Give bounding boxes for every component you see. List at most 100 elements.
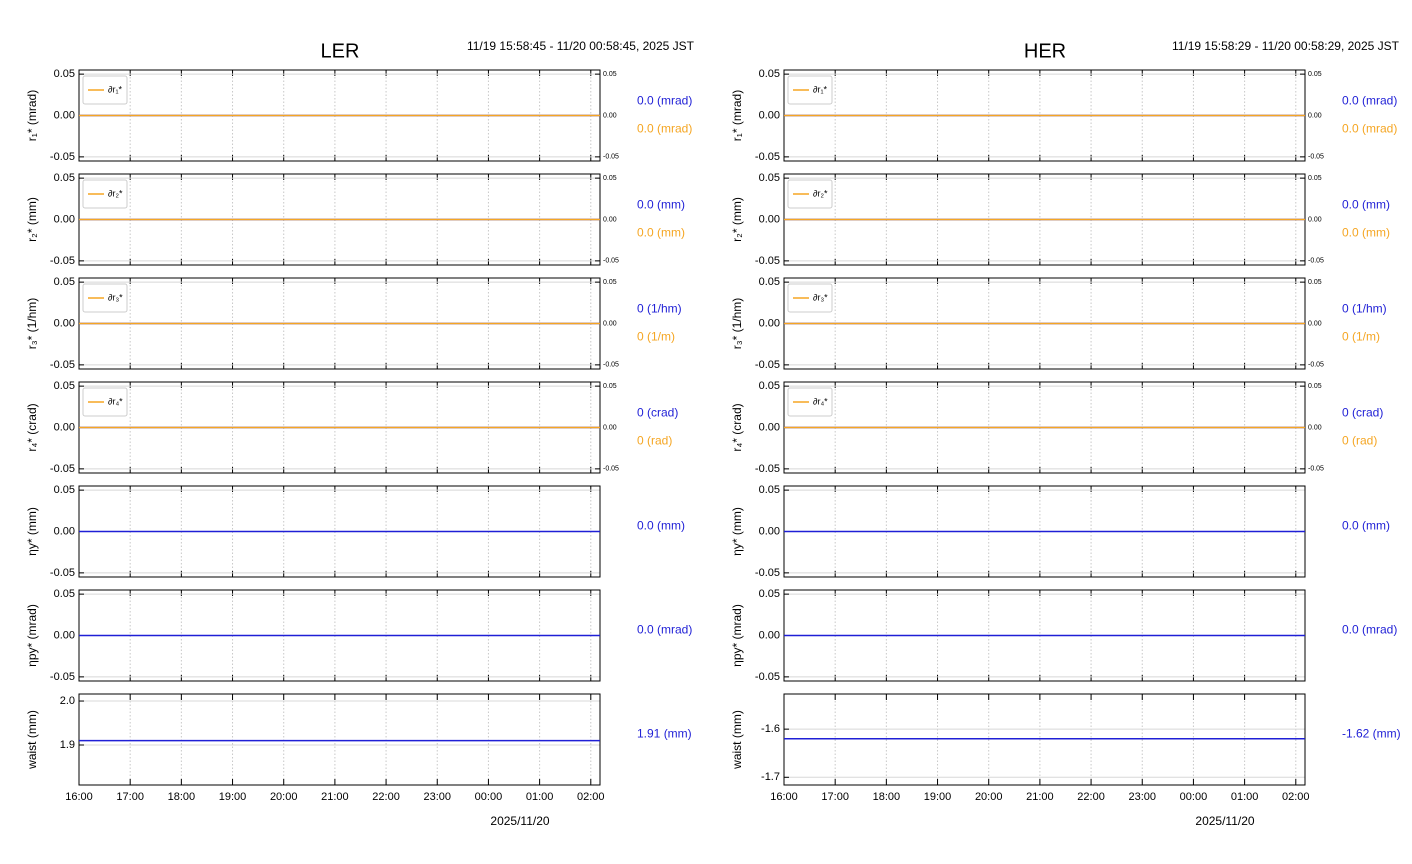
legend-label: ∂r₁* <box>813 84 827 94</box>
y-tick-label: -1.6 <box>761 723 780 735</box>
x-tick-label: 16:00 <box>770 791 798 803</box>
panel: -0.05 0.00 0.05 -0.05 0.00 0.05 r₁* (mrad) 0.0 … <box>25 68 692 163</box>
y-axis-label: r₄* (crad) <box>730 403 744 451</box>
y2-tick-label: 0.05 <box>1308 383 1322 390</box>
y-tick-label: 0.00 <box>759 629 780 641</box>
y2-tick-label: 0.00 <box>1308 320 1322 327</box>
y-tick-label: -0.05 <box>755 359 780 371</box>
x-tick-label: 20:00 <box>270 791 298 803</box>
x-tick-label: 17:00 <box>116 791 144 803</box>
time-range: 11/19 15:58:45 - 11/20 00:58:45, 2025 JS… <box>467 39 695 53</box>
current-value: 0.0 (mrad) <box>1342 623 1397 637</box>
panel: -0.05 0.00 0.05 -0.05 0.00 0.05 r₃* (1/hm) 0 (1… <box>25 276 682 371</box>
y2-tick-label: -0.05 <box>1308 466 1324 473</box>
y-tick-label: -0.05 <box>755 463 780 475</box>
x-axis-label: 2025/11/20 <box>1195 814 1254 828</box>
y-tick-label: -0.05 <box>50 567 75 579</box>
current-value: 0.0 (mm) <box>637 519 685 533</box>
y-tick-label: -0.05 <box>50 671 75 683</box>
y-tick-label: 0.00 <box>54 213 75 225</box>
chart-title: LER <box>321 40 360 62</box>
y-axis-label: r₂* (mm) <box>730 197 744 242</box>
y-tick-label: 0.00 <box>759 525 780 537</box>
panel: 16:00 17:00 18:00 19:00 20:00 21:00 22:00 23:00… <box>730 693 1401 828</box>
legend-label: ∂r₄* <box>813 396 828 406</box>
panel: -0.05 0.00 0.05 -0.05 0.00 0.05 r₁* (mrad) 0.0 … <box>730 68 1397 163</box>
y-tick-label: 0.00 <box>759 421 780 433</box>
x-tick-label: 22:00 <box>372 791 400 803</box>
x-tick-label: 23:00 <box>423 791 451 803</box>
legend: ∂r₄* <box>787 387 833 417</box>
legend-box <box>82 283 128 313</box>
y2-tick-label: 0.05 <box>603 279 617 286</box>
current-value: 0 (1/hm) <box>1342 302 1387 316</box>
panel: -0.05 0.00 0.05 -0.05 0.00 0.05 r₃* (1/hm) 0 (1… <box>730 276 1387 371</box>
y-tick-label: 0.05 <box>54 588 75 600</box>
x-tick-label: 00:00 <box>1180 791 1208 803</box>
y-tick-label: 0.05 <box>54 380 75 392</box>
y2-tick-label: -0.05 <box>603 466 619 473</box>
y-tick-label: -1.7 <box>761 771 780 783</box>
y-tick-label: 0.05 <box>759 68 780 80</box>
current-value: 0.0 (mm) <box>637 198 685 212</box>
legend-box <box>787 179 833 209</box>
panel: -0.05 0.00 0.05 -0.05 0.00 0.05 r₄* (crad) 0 (c… <box>25 380 678 475</box>
current-value: 0.0 (mrad) <box>1342 122 1397 136</box>
x-tick-label: 22:00 <box>1077 791 1105 803</box>
y-tick-label: -0.05 <box>755 151 780 163</box>
legend: ∂r₁* <box>787 75 833 105</box>
y-tick-label: -0.05 <box>50 359 75 371</box>
legend-label: ∂r₄* <box>108 396 123 406</box>
x-tick-label: 20:00 <box>975 791 1003 803</box>
x-tick-label: 02:00 <box>577 791 605 803</box>
legend: ∂r₃* <box>82 283 128 313</box>
y-axis-label: r₁* (mrad) <box>25 90 39 141</box>
legend-label: ∂r₂* <box>108 188 123 198</box>
legend-box <box>82 75 128 105</box>
y2-tick-label: 0.00 <box>603 424 617 431</box>
panel: -0.05 0.00 0.05 ηy* (mm) 0.0 (mm) <box>730 484 1390 579</box>
current-value: 0 (1/hm) <box>637 302 682 316</box>
y-tick-label: 0.05 <box>759 484 780 496</box>
y-axis-label: r₄* (crad) <box>25 403 39 451</box>
x-tick-label: 18:00 <box>873 791 901 803</box>
y2-tick-label: -0.05 <box>1308 258 1324 265</box>
y-tick-label: -0.05 <box>755 671 780 683</box>
panel: -0.05 0.00 0.05 -0.05 0.00 0.05 r₂* (mm) 0.0 (m… <box>25 172 685 267</box>
y2-tick-label: 0.00 <box>1308 112 1322 119</box>
y-axis-label: r₁* (mrad) <box>730 90 744 141</box>
time-range: 11/19 15:58:29 - 11/20 00:58:29, 2025 JS… <box>1172 39 1400 53</box>
y2-tick-label: -0.05 <box>603 154 619 161</box>
y2-tick-label: 0.00 <box>603 320 617 327</box>
y2-tick-label: 0.00 <box>603 112 617 119</box>
x-tick-label: 18:00 <box>168 791 196 803</box>
current-value: 0.0 (mm) <box>637 226 685 240</box>
y-tick-label: 0.05 <box>54 484 75 496</box>
y-tick-label: -0.05 <box>50 151 75 163</box>
y-tick-label: -0.05 <box>50 463 75 475</box>
y-tick-label: 0.05 <box>759 380 780 392</box>
y-tick-label: 0.00 <box>759 317 780 329</box>
y2-tick-label: -0.05 <box>1308 154 1324 161</box>
y-tick-label: 0.05 <box>759 172 780 184</box>
y2-tick-label: 0.05 <box>603 175 617 182</box>
x-tick-label: 21:00 <box>321 791 349 803</box>
panel: -0.05 0.00 0.05 -0.05 0.00 0.05 r₂* (mm) 0.0 (m… <box>730 172 1390 267</box>
current-value: 0.0 (mrad) <box>1342 94 1397 108</box>
legend-box <box>82 179 128 209</box>
y-tick-label: 1.9 <box>60 739 75 751</box>
current-value: 0.0 (mrad) <box>637 94 692 108</box>
current-value: 0 (rad) <box>1342 434 1377 448</box>
y-axis-label: r₃* (1/hm) <box>730 298 744 350</box>
y-axis-label: ηpy* (mrad) <box>25 604 39 667</box>
legend: ∂r₂* <box>787 179 833 209</box>
current-value: 0.0 (mrad) <box>637 122 692 136</box>
legend: ∂r₁* <box>82 75 128 105</box>
y-axis-label: r₃* (1/hm) <box>25 298 39 350</box>
legend-label: ∂r₂* <box>813 188 828 198</box>
x-tick-label: 19:00 <box>219 791 247 803</box>
y-tick-label: 0.05 <box>759 276 780 288</box>
x-tick-label: 19:00 <box>924 791 952 803</box>
panel: -0.05 0.00 0.05 -0.05 0.00 0.05 r₄* (crad) 0 (c… <box>730 380 1383 475</box>
